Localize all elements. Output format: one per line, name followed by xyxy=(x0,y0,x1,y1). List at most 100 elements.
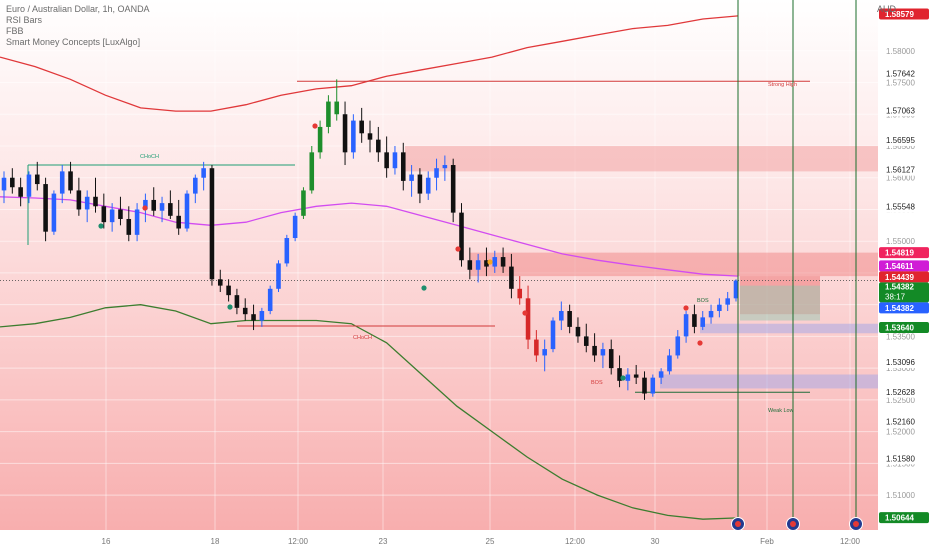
time-tick-label: 12:00 xyxy=(288,537,309,546)
signal-dot xyxy=(227,304,233,310)
candle-body xyxy=(517,288,523,299)
basis-line xyxy=(0,196,739,277)
order-block-zone xyxy=(470,252,878,277)
price-level-label: 1.52160 xyxy=(886,417,915,426)
candle-body xyxy=(151,199,157,211)
structure-label: BOS xyxy=(591,380,603,386)
price-tick-label: 1.53500 xyxy=(886,332,915,341)
candle-body xyxy=(500,257,506,267)
time-tick-label: 12:00 xyxy=(565,537,586,546)
candle-body xyxy=(583,336,589,346)
candle-body xyxy=(450,165,456,213)
price-tag-background xyxy=(879,512,929,524)
candle-body xyxy=(567,311,572,327)
candle-body xyxy=(1,177,7,191)
order-block-zone xyxy=(660,374,878,389)
signal-dot xyxy=(98,223,104,229)
candle-body xyxy=(134,209,140,235)
time-axis-background xyxy=(0,530,878,550)
time-tick-label: 23 xyxy=(379,537,388,546)
price-tag-label: 1.50644 xyxy=(885,514,914,523)
candle-body xyxy=(575,326,581,337)
indicator-smc[interactable]: Smart Money Concepts [LuxAlgo] xyxy=(6,37,141,47)
candle-body xyxy=(400,152,406,181)
order-block-zone xyxy=(405,145,878,172)
candle-body xyxy=(650,377,656,394)
candle-body xyxy=(292,215,298,239)
price-tag-background xyxy=(879,260,929,272)
signal-dot xyxy=(620,375,626,381)
candle-body xyxy=(359,120,364,134)
candle-body xyxy=(251,314,256,321)
candle-body xyxy=(126,218,132,235)
time-tick-label: 12:00 xyxy=(840,537,861,546)
candle-body xyxy=(425,177,431,194)
price-level-background xyxy=(880,133,928,146)
price-tag-background xyxy=(879,271,929,283)
price-level-label: 1.53096 xyxy=(886,358,915,367)
candle-body xyxy=(442,165,448,169)
price-level-label: 1.57063 xyxy=(886,106,915,115)
candle-body xyxy=(101,206,107,223)
price-level-label: 1.51580 xyxy=(886,454,915,463)
indicator-fbb[interactable]: FBB xyxy=(6,26,24,36)
structure-label: Strong High xyxy=(768,82,797,88)
price-axis[interactable]: 1.580001.575001.570001.565001.560001.555… xyxy=(879,8,929,524)
structure-label: Weak Low xyxy=(768,408,794,414)
candle-body xyxy=(642,377,647,394)
indicator-legend[interactable]: Euro / Australian Dollar, 1h, OANDA RSI … xyxy=(6,4,150,48)
candle-body xyxy=(592,345,597,356)
symbol-title[interactable]: Euro / Australian Dollar, 1h, OANDA xyxy=(6,4,150,14)
price-tick-label: 1.58000 xyxy=(886,47,915,56)
signal-markers xyxy=(98,123,703,381)
price-level-background xyxy=(880,415,928,428)
candle-body xyxy=(667,355,672,372)
candle-body xyxy=(376,139,381,153)
event-marker-core xyxy=(735,521,741,527)
candle-body xyxy=(683,314,689,337)
structure-label: CHoCH xyxy=(140,154,159,160)
candle-body xyxy=(708,311,714,318)
candle-body xyxy=(84,196,90,210)
time-tick-label: 25 xyxy=(486,537,495,546)
time-axis[interactable]: 16 18 12:00 23 25 12:00 30 Feb 12:00 xyxy=(102,537,861,546)
structure-label: BOS xyxy=(697,298,709,304)
candle-body xyxy=(542,349,547,356)
candle-body xyxy=(434,168,439,178)
candle-body xyxy=(692,314,697,327)
candle-body xyxy=(367,133,373,140)
candle-body xyxy=(459,212,464,261)
time-tick-label: 30 xyxy=(651,537,660,546)
price-tag-background xyxy=(879,8,929,20)
candle-body xyxy=(34,174,40,185)
candle-body xyxy=(534,339,539,356)
candle-body xyxy=(484,260,489,267)
candle-body xyxy=(284,238,290,264)
candlesticks xyxy=(1,79,739,400)
price-tag-label: 1.54819 xyxy=(885,249,914,258)
price-level-background xyxy=(880,356,928,369)
price-tag-countdown: 38:17 xyxy=(885,292,906,301)
price-level-label: 1.56127 xyxy=(886,166,915,175)
candle-body xyxy=(259,311,265,321)
price-tag-label: 1.54382 xyxy=(885,304,914,313)
candle-body xyxy=(184,193,190,229)
time-tick-label: 18 xyxy=(211,537,220,546)
candle-body xyxy=(733,280,739,299)
candle-body xyxy=(26,174,32,197)
candle-body xyxy=(334,101,340,115)
price-tag-label: 1.54611 xyxy=(885,262,914,271)
signal-dot xyxy=(697,340,703,346)
candle-body xyxy=(43,184,48,232)
price-tag-background xyxy=(879,247,929,259)
currency-label: AUD xyxy=(876,4,896,14)
price-tick-label: 1.57500 xyxy=(886,79,915,88)
candle-body xyxy=(109,209,115,223)
indicator-rsi-bars[interactable]: RSI Bars xyxy=(6,15,43,25)
candle-body xyxy=(492,257,498,267)
candle-body xyxy=(168,203,173,216)
price-level-label: 1.56595 xyxy=(886,136,915,145)
candle-body xyxy=(209,168,215,280)
